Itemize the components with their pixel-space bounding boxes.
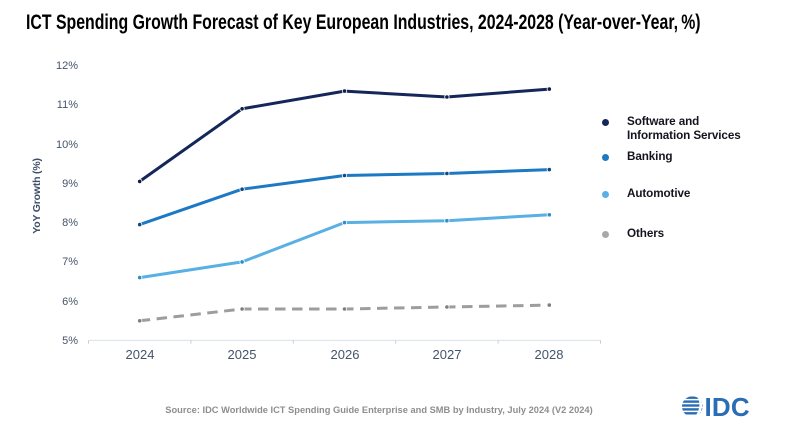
svg-text:IDC: IDC bbox=[705, 392, 750, 422]
